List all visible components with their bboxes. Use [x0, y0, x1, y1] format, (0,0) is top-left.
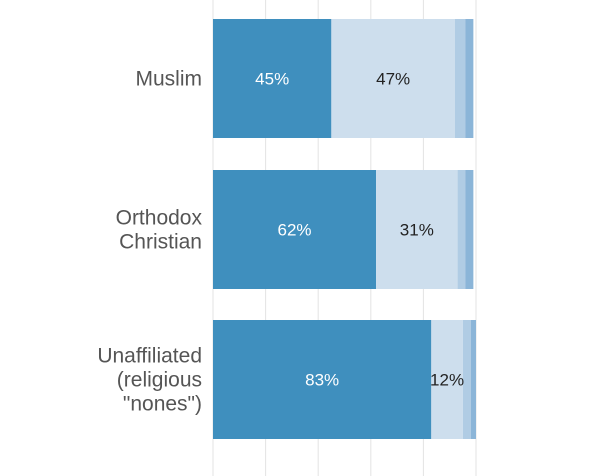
bar-2-segment-3 — [470, 320, 476, 439]
bar-0-segment-0 — [213, 19, 332, 138]
category-label-2-line-2: "nones") — [123, 393, 202, 416]
bar-0-segment-3 — [465, 19, 474, 138]
bar-2-segment-1 — [431, 320, 463, 439]
bar-1-segment-1 — [376, 170, 458, 289]
category-label-0-line-0: Muslim — [136, 68, 203, 91]
value-label-2-1: 12% — [430, 371, 464, 390]
bars — [213, 19, 476, 439]
value-labels: 45% 47% 62% 31% 83% 12% — [255, 70, 464, 390]
value-label-0-1: 47% — [376, 70, 410, 89]
category-label-0: Muslim — [136, 68, 203, 91]
bar-0-segment-1 — [331, 19, 455, 138]
category-label-1-line-0: Orthodox — [116, 207, 203, 230]
bar-0-segment-2 — [454, 19, 466, 138]
bar-1-segment-3 — [465, 170, 474, 289]
category-label-2-line-0: Unaffiliated — [97, 345, 202, 368]
bar-2-segment-2 — [462, 320, 471, 439]
bar-1-segment-0 — [213, 170, 377, 289]
value-label-0-0: 45% — [255, 70, 289, 89]
category-label-1: Orthodox Christian — [116, 207, 203, 254]
bar-2-segment-0 — [213, 320, 432, 439]
bar-1-segment-2 — [457, 170, 466, 289]
category-label-2-line-1: (religious — [117, 369, 202, 392]
value-label-2-0: 83% — [305, 371, 339, 390]
category-label-2: Unaffiliated (religious "nones") — [97, 345, 202, 416]
value-label-1-0: 62% — [278, 221, 312, 240]
category-labels: Muslim Orthodox Christian Unaffiliated (reli… — [97, 68, 202, 416]
value-label-1-1: 31% — [400, 221, 434, 240]
category-label-1-line-1: Christian — [119, 231, 202, 254]
